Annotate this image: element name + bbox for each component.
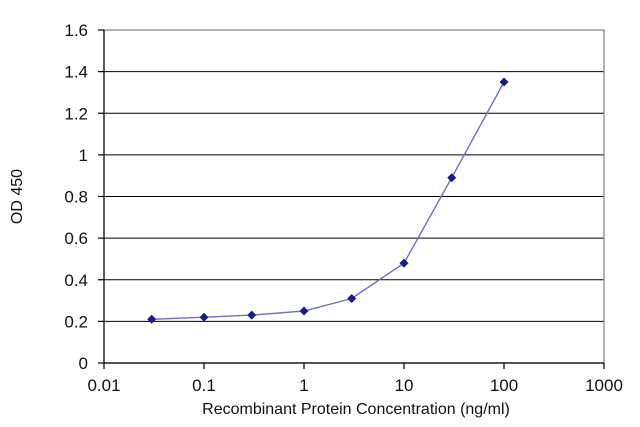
- x-tick-label: 100: [490, 376, 518, 395]
- y-tick-label: 0: [79, 354, 88, 373]
- data-point: [299, 306, 309, 316]
- x-tick-label: 0.01: [87, 376, 120, 395]
- x-tick-label: 10: [395, 376, 414, 395]
- y-tick-label: 1.6: [64, 21, 88, 40]
- x-axis-title: Recombinant Protein Concentration (ng/ml…: [202, 401, 510, 418]
- y-tick-label: 1: [79, 146, 88, 165]
- y-tick-label: 0.4: [64, 271, 88, 290]
- y-tick-label: 1.2: [64, 104, 88, 123]
- data-point: [499, 77, 509, 87]
- series-line: [151, 81, 505, 320]
- y-axis-ticks: 0 0.2 0.4 0.6 0.8 1 1.2 1.4 1.6: [64, 21, 104, 373]
- data-point: [447, 173, 457, 183]
- data-points: [147, 77, 509, 324]
- gridlines: [104, 29, 604, 322]
- data-point: [399, 258, 409, 268]
- data-point: [247, 310, 257, 320]
- x-axis-ticks: 0.01 0.1 1 10 100 1000: [87, 363, 623, 395]
- x-tick-label: 0.1: [192, 376, 216, 395]
- y-axis-title: OD 450: [9, 169, 26, 224]
- x-tick-label: 1000: [585, 376, 623, 395]
- data-point: [147, 314, 157, 324]
- y-tick-label: 0.6: [64, 229, 88, 248]
- y-tick-label: 0.8: [64, 188, 88, 207]
- y-tick-label: 1.4: [64, 63, 88, 82]
- data-point: [347, 293, 357, 303]
- x-tick-label: 1: [299, 376, 308, 395]
- data-point: [199, 312, 209, 322]
- y-tick-label: 0.2: [64, 312, 88, 331]
